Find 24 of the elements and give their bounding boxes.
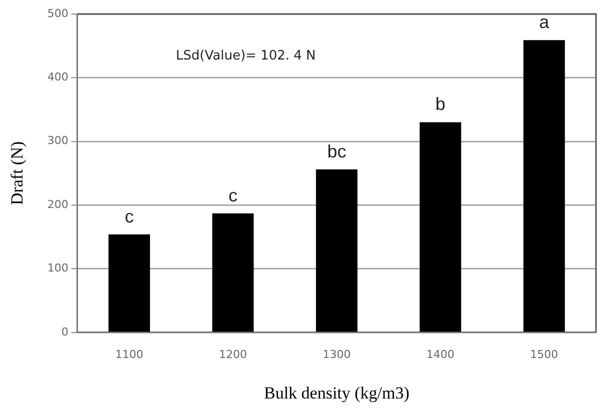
annotation: b [435,94,446,114]
annotation: c [124,206,134,226]
x-axis-title: Bulk density (kg/m3) [264,383,410,402]
x-tick-label: 1400 [426,348,454,361]
x-tick-label: 1300 [322,348,351,361]
y-tick-label: 500 [47,6,68,20]
x-tick-label: 1500 [530,348,558,361]
bar [523,40,565,332]
y-tick-label: 400 [47,70,68,84]
annotation: a [539,12,550,32]
bar [108,234,150,332]
y-tick-label: 300 [47,134,68,148]
bar [212,213,254,332]
bar [420,122,462,332]
annotation: c [228,185,238,206]
y-tick-label: 100 [47,262,68,275]
y-axis-title: Draft (N) [8,141,27,206]
x-tick-label: 1200 [218,348,247,361]
y-tick-label: 0 [61,325,68,338]
y-tick-label: 200 [47,198,68,211]
annotation: bc [327,141,346,162]
x-tick-label: 1100 [115,348,144,361]
bar [316,169,358,332]
annotation: LSd(Value)= 102. 4 N [176,48,316,64]
